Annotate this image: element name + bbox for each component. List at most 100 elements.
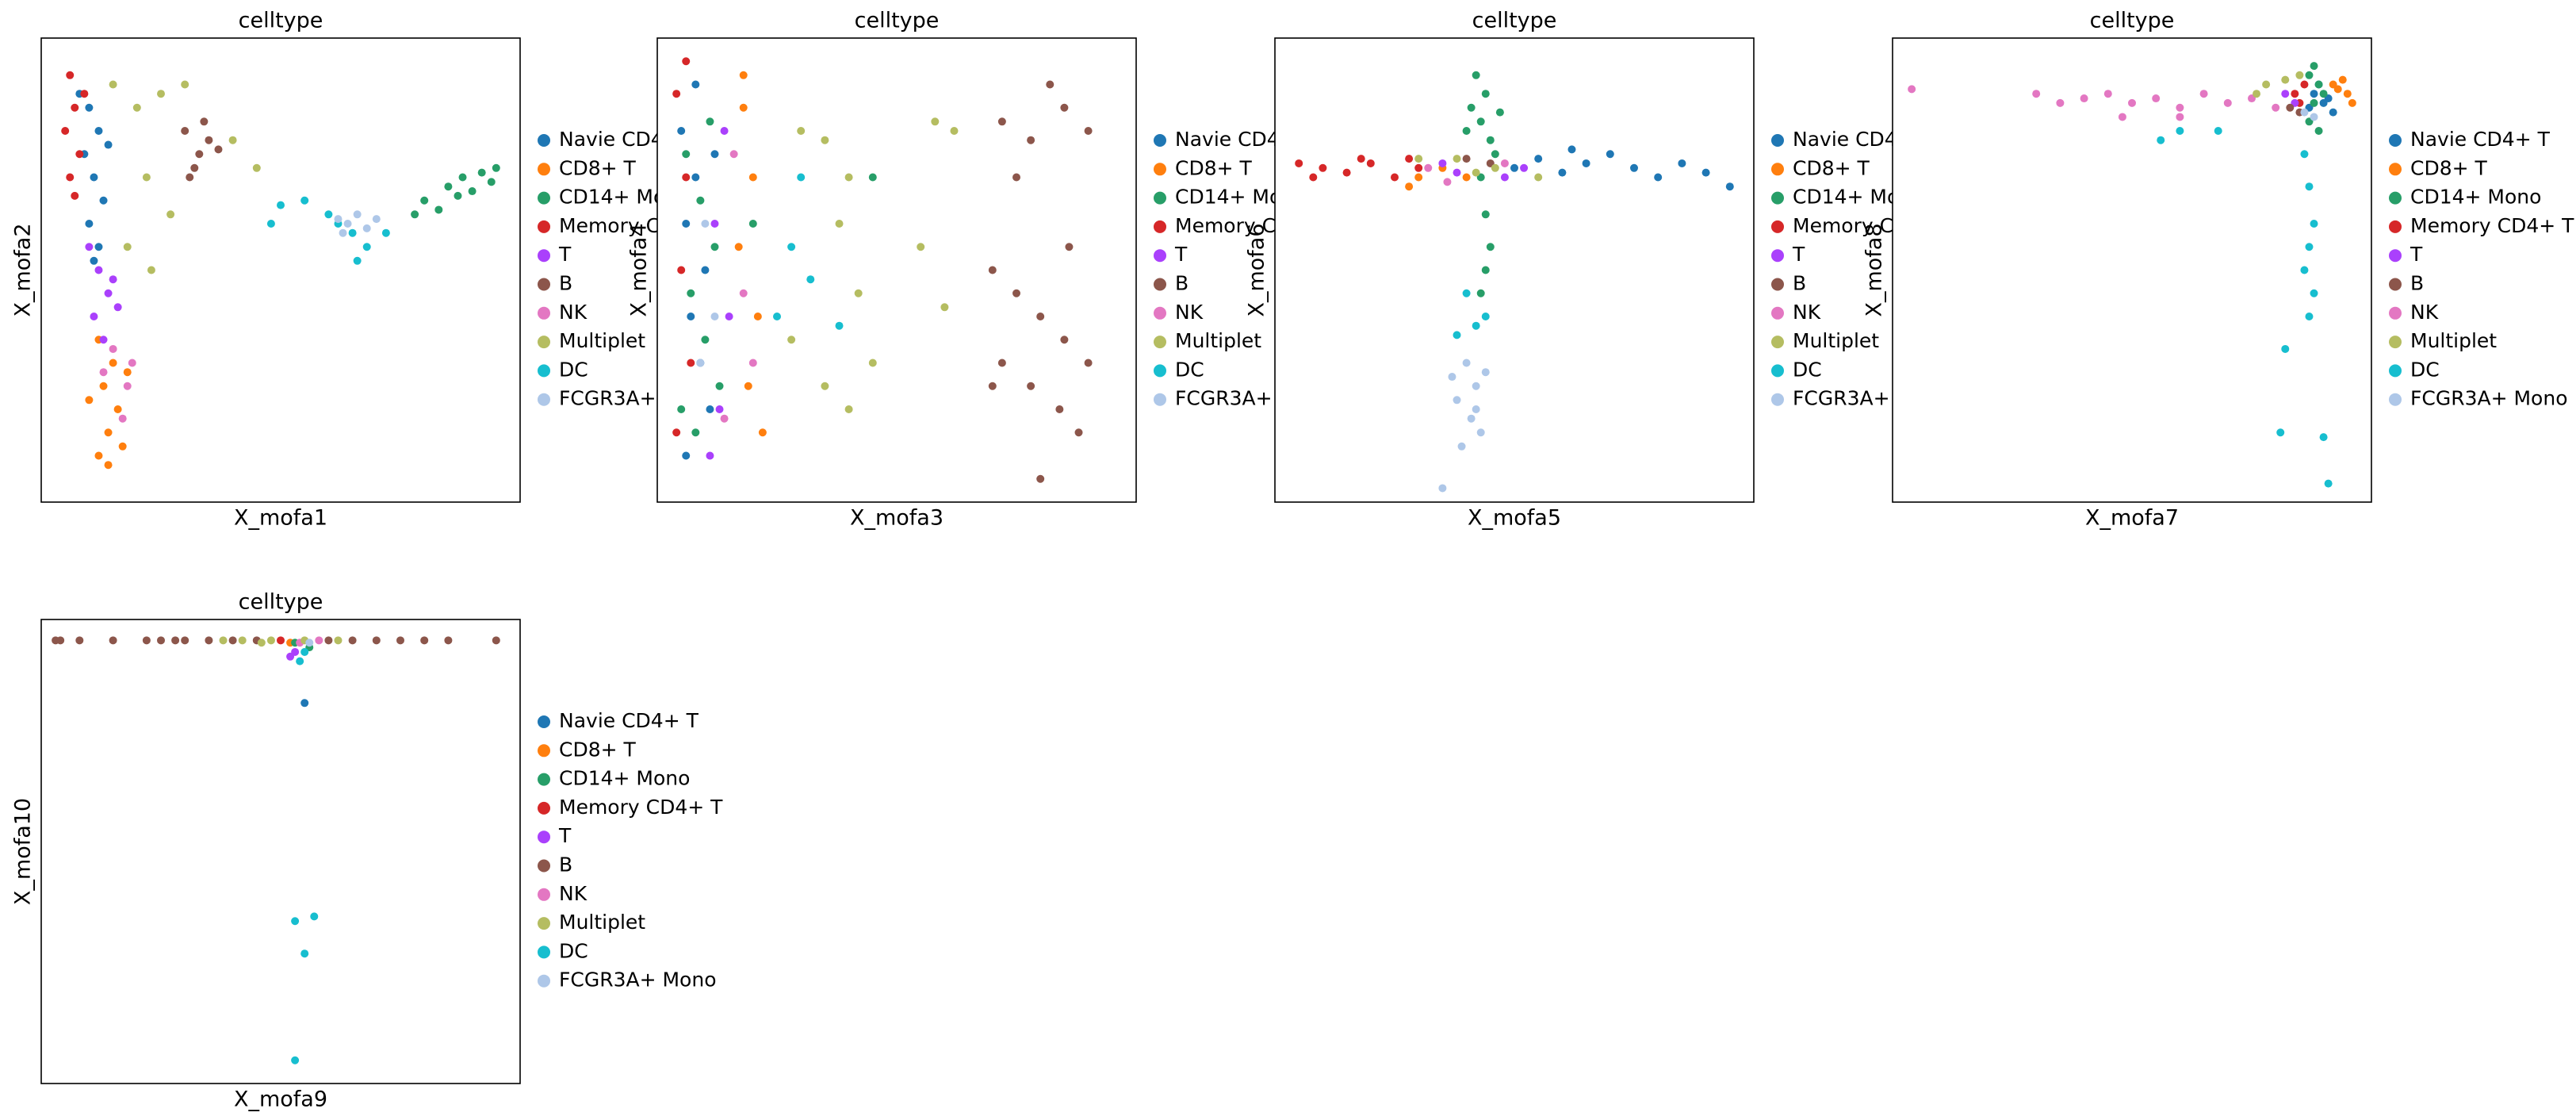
legend-label: NK bbox=[559, 882, 588, 905]
cell-point bbox=[1500, 173, 1509, 182]
cell-point bbox=[348, 636, 357, 645]
cell-point bbox=[691, 428, 700, 437]
cell-point bbox=[305, 639, 314, 647]
cell-point bbox=[1391, 173, 1399, 182]
cell-point bbox=[720, 127, 729, 135]
cell-point bbox=[701, 266, 710, 274]
cell-point bbox=[167, 210, 175, 219]
legend-marker bbox=[1771, 249, 1784, 263]
cell-point bbox=[291, 1056, 300, 1064]
axes-frame bbox=[1274, 37, 1755, 503]
cell-point bbox=[339, 228, 347, 237]
cell-point bbox=[744, 382, 752, 390]
cell-point bbox=[1481, 210, 1490, 219]
cell-point bbox=[487, 178, 496, 186]
cell-point bbox=[1448, 373, 1456, 382]
cell-point bbox=[109, 275, 117, 284]
cell-point bbox=[715, 382, 724, 390]
cell-point bbox=[1491, 163, 1499, 172]
legend-marker bbox=[538, 306, 550, 320]
cell-point bbox=[310, 912, 319, 921]
cell-point bbox=[729, 150, 738, 159]
legend-label: DC bbox=[559, 358, 588, 381]
cell-point bbox=[2214, 127, 2222, 135]
legend-label: Multiplet bbox=[1793, 329, 1879, 352]
cell-point bbox=[1500, 159, 1509, 167]
cell-point bbox=[90, 256, 98, 265]
cell-point bbox=[677, 266, 686, 274]
cell-point bbox=[334, 215, 343, 224]
legend-marker bbox=[2389, 249, 2402, 263]
legend-marker bbox=[1154, 336, 1166, 349]
cell-point bbox=[104, 289, 113, 297]
cell-point bbox=[123, 368, 132, 377]
legend-marker bbox=[538, 134, 550, 147]
legend-marker bbox=[2389, 393, 2402, 406]
cell-point bbox=[99, 382, 108, 390]
cell-point bbox=[940, 303, 949, 312]
cell-point bbox=[2305, 313, 2314, 320]
cell-point bbox=[1414, 163, 1423, 172]
cell-point bbox=[1074, 428, 1083, 437]
cell-point bbox=[2305, 71, 2314, 79]
legend-label: B bbox=[559, 853, 572, 876]
cell-point bbox=[132, 103, 141, 112]
cell-point bbox=[710, 243, 719, 251]
cell-point bbox=[492, 163, 500, 172]
cell-point bbox=[2295, 71, 2304, 79]
cell-point bbox=[2319, 90, 2328, 98]
cell-point bbox=[1342, 168, 1351, 177]
cell-point bbox=[444, 182, 453, 191]
cell-point bbox=[75, 150, 84, 159]
cell-point bbox=[1476, 289, 1485, 297]
legend-label: B bbox=[559, 272, 572, 295]
cell-point bbox=[1065, 243, 1074, 251]
legend-marker bbox=[1771, 220, 1784, 233]
cell-point bbox=[109, 80, 117, 89]
cell-point bbox=[381, 228, 390, 237]
cell-point bbox=[2286, 103, 2295, 112]
cell-point bbox=[266, 220, 275, 228]
cell-point bbox=[739, 103, 748, 112]
cell-point bbox=[104, 428, 113, 437]
legend-marker bbox=[538, 917, 550, 930]
cell-point bbox=[228, 136, 237, 144]
legend-label: Multiplet bbox=[1175, 329, 1261, 352]
cell-point bbox=[1366, 159, 1375, 167]
legend-label: FCGR3A+ Mono bbox=[2410, 387, 2568, 410]
cell-point bbox=[2300, 108, 2309, 117]
cell-point bbox=[94, 266, 103, 274]
cell-point bbox=[2314, 127, 2323, 135]
cell-point bbox=[758, 428, 767, 437]
cell-point bbox=[1534, 155, 1543, 163]
legend-marker bbox=[1154, 220, 1166, 233]
cell-point bbox=[454, 191, 462, 200]
cell-point bbox=[109, 359, 117, 367]
cell-point bbox=[1472, 321, 1480, 330]
legend-label: Navie CD4+ T bbox=[559, 709, 699, 732]
legend-marker bbox=[538, 773, 550, 786]
legend-marker bbox=[2389, 306, 2402, 320]
cell-point bbox=[99, 336, 108, 344]
legend-label: CD14+ Mono bbox=[559, 767, 690, 790]
cell-point bbox=[1060, 103, 1069, 112]
cell-point bbox=[66, 173, 75, 182]
y-axis-label: X_mofa10 bbox=[11, 798, 36, 905]
cell-point bbox=[2329, 108, 2337, 117]
legend-marker bbox=[538, 364, 550, 378]
legend-label: B bbox=[1793, 272, 1806, 295]
cell-point bbox=[710, 220, 719, 228]
legend-marker bbox=[1154, 134, 1166, 147]
cell-point bbox=[492, 636, 500, 645]
legend-marker bbox=[538, 888, 550, 901]
cell-point bbox=[324, 210, 333, 219]
cell-point bbox=[821, 136, 829, 144]
cell-point bbox=[701, 336, 710, 344]
legend-marker bbox=[2389, 220, 2402, 233]
legend-marker bbox=[538, 859, 550, 873]
legend-label: T bbox=[1792, 243, 1805, 266]
panel-title: celltype bbox=[2090, 9, 2175, 33]
cell-point bbox=[682, 57, 691, 66]
legend-marker bbox=[538, 163, 550, 176]
cell-point bbox=[85, 243, 94, 251]
